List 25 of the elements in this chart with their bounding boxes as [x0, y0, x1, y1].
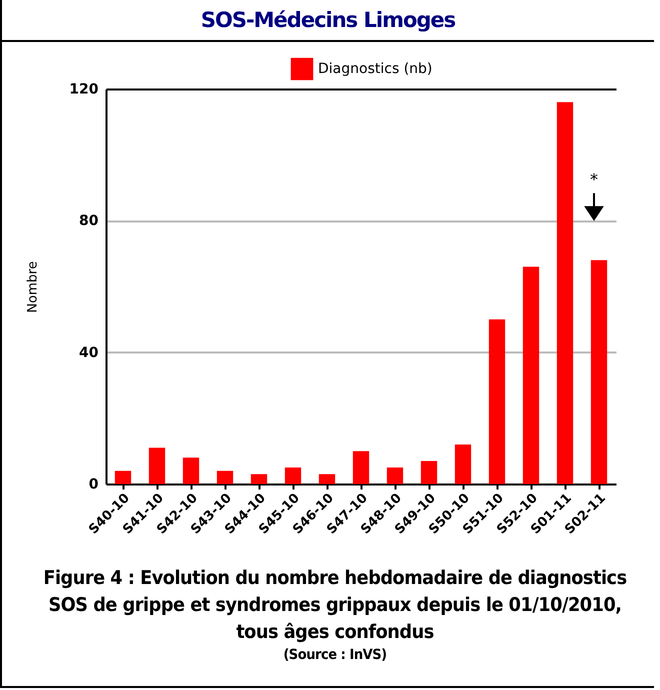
y-tick-label: 120	[69, 82, 99, 98]
bar	[148, 448, 166, 484]
bar	[556, 102, 574, 484]
chart-title: SOS-Médecins Limoges	[2, 0, 654, 42]
text: (Source : InVS)	[282, 646, 388, 664]
bar	[284, 468, 302, 484]
bar	[182, 458, 200, 484]
bar	[522, 266, 540, 484]
y-tick-label: 40	[79, 344, 99, 361]
annotation: *	[590, 170, 598, 190]
bar	[420, 460, 438, 484]
bar	[488, 319, 506, 484]
bar	[318, 474, 336, 484]
bar	[114, 470, 132, 484]
y-tick-label: 80	[79, 213, 99, 230]
caption: Figure 4 : Evolution du nombre hebdomadaire de diagnostics SOS de grippe et syndromes grippaux depuis le 01/10/2010, tous âges confondus	[43, 567, 627, 643]
bar	[352, 451, 370, 484]
y-axis-title: Nombre	[25, 261, 40, 313]
bar	[454, 444, 472, 484]
bar	[386, 468, 404, 484]
bar	[590, 260, 608, 484]
y-tick-label: 0	[88, 476, 99, 492]
bar	[250, 474, 268, 484]
legend-label: Diagnostics (nb)	[318, 61, 432, 77]
bar	[216, 470, 234, 484]
